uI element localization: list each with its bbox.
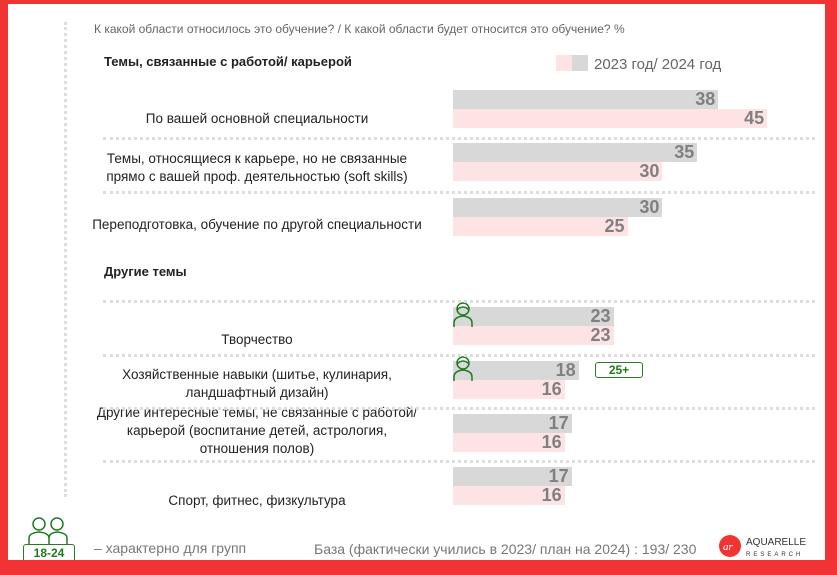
- age-group-badge: 18-24: [23, 544, 75, 560]
- group-icon: [24, 516, 74, 549]
- bar-2023: 35: [453, 142, 698, 162]
- svg-text:ar: ar: [723, 541, 734, 553]
- row-label: Хозяйственные навыки (шитье, кулинария, …: [122, 367, 392, 400]
- bar-2023: 23: [453, 307, 614, 326]
- data-label: 45: [744, 108, 765, 128]
- row-label: По вашей основной специальности: [145, 111, 369, 126]
- data-label: 17: [548, 466, 569, 486]
- bar-2024: 16: [453, 380, 565, 399]
- row-divider: [103, 460, 815, 463]
- data-label: 23: [590, 325, 611, 345]
- chart-title: К какой области относилось это обучение?…: [94, 22, 625, 36]
- bar-2024: 16: [453, 433, 565, 452]
- legend-swatch-2024: [556, 55, 572, 71]
- row-divider: [103, 137, 815, 140]
- row-divider: [103, 300, 815, 303]
- data-label: 16: [541, 485, 562, 505]
- company-logo: ar AQUARELLE RESEARCH: [718, 533, 818, 560]
- data-label: 25: [604, 216, 625, 236]
- slide: К какой области относилось это обучение?…: [8, 4, 825, 560]
- divider: [64, 22, 67, 497]
- row-divider: [103, 407, 815, 410]
- data-label: 16: [541, 432, 562, 452]
- row-divider: [103, 354, 815, 357]
- data-label: 38: [695, 89, 716, 109]
- data-label: 23: [590, 306, 611, 326]
- row-label: Другие интересные темы, не связанные с р…: [96, 405, 418, 456]
- section-heading: Другие темы: [104, 264, 187, 279]
- bar-2024: 16: [453, 486, 565, 505]
- bar-2023: 17: [453, 467, 572, 486]
- data-label: 35: [674, 142, 695, 162]
- bar-2023: 18: [453, 361, 579, 380]
- data-label: 17: [548, 413, 569, 433]
- base-note: База (фактически учились в 2023/ план на…: [314, 541, 697, 557]
- data-label: 18: [555, 360, 576, 380]
- woman-icon: [452, 355, 474, 386]
- data-label: 30: [639, 197, 660, 217]
- row-label: Темы, относящиеся к карьере, но не связа…: [106, 151, 408, 184]
- age-group-badge: 25+: [595, 362, 643, 378]
- bar-2023: 30: [453, 197, 663, 217]
- bar-2024: 30: [453, 161, 663, 181]
- legend-label: 2023 год/ 2024 год: [594, 56, 722, 73]
- section-heading: Темы, связанные с работой/ карьерой: [104, 54, 352, 69]
- woman-icon: [452, 301, 474, 332]
- row-label: Творчество: [221, 332, 293, 347]
- row-label: Спорт, фитнес, физкультура: [168, 493, 346, 508]
- row-divider: [103, 191, 815, 194]
- svg-text:RESEARCH: RESEARCH: [746, 552, 803, 558]
- data-label: 16: [541, 379, 562, 399]
- bar-2024: 23: [453, 326, 614, 345]
- bar-2024: 25: [453, 217, 628, 236]
- legend-swatch-2023: [572, 55, 588, 71]
- bar-2023: 38: [453, 89, 719, 109]
- legend: 2023 год/ 2024 год: [556, 55, 721, 73]
- legend-note: – характерно для групп: [94, 540, 247, 556]
- bar-2023: 17: [453, 414, 572, 433]
- row-label: Переподготовка, обучение по другой специ…: [92, 217, 422, 232]
- svg-text:AQUARELLE: AQUARELLE: [746, 537, 806, 548]
- data-label: 30: [639, 161, 660, 181]
- bar-2024: 45: [453, 108, 768, 128]
